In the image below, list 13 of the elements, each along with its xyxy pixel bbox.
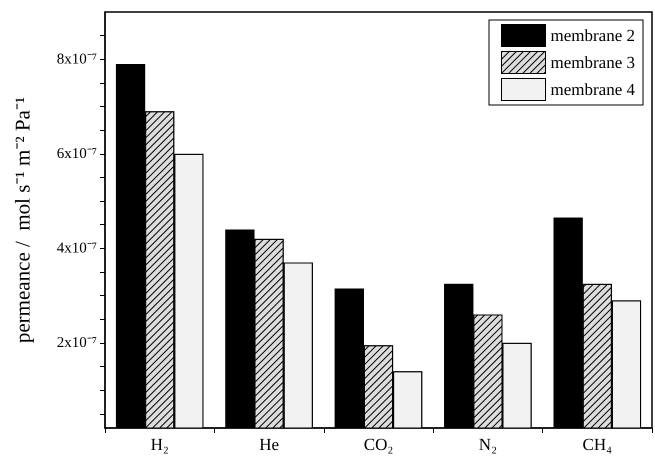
y-tick-label: 6x10⁻⁷ (56, 146, 97, 162)
legend-label: membrane 2 (550, 26, 636, 45)
y-tick-label: 2x10⁻⁷ (56, 334, 97, 351)
x-tick-label: H₂ (150, 435, 169, 454)
legend-label: membrane 3 (550, 53, 636, 72)
x-tick-label: CO₂ (364, 435, 394, 454)
x-tick-label: He (259, 435, 280, 454)
y-tick-label: 8x10⁻⁷ (56, 51, 97, 68)
y-tick-label: 4x10⁻⁷ (56, 240, 97, 256)
legend-label: membrane 4 (550, 80, 636, 99)
y-axis-title: permeance / mol s⁻¹ m⁻² Pa⁻¹ (10, 96, 34, 344)
x-tick-label: N₂ (478, 435, 498, 454)
x-tick-label: CH₄ (582, 435, 612, 454)
